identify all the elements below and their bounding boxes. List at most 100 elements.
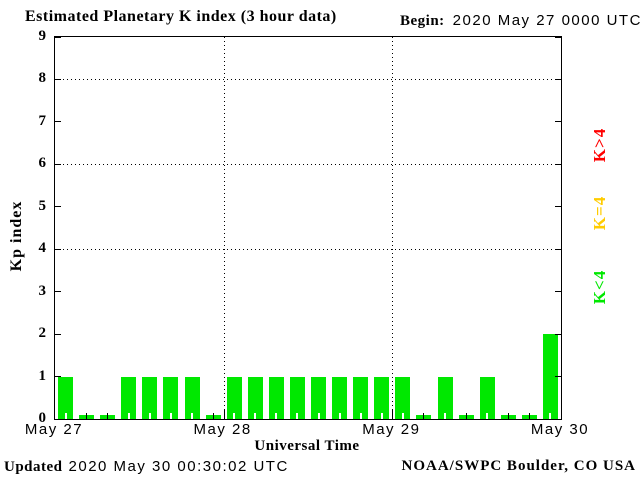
bar-tick-notch: [317, 413, 320, 419]
day-label-may-27: May 27: [24, 421, 84, 438]
y-tick-4-right: [555, 248, 561, 250]
y-axis-title: Kp index: [8, 200, 25, 272]
x-tick-minor-17: [423, 413, 425, 419]
bar-tick-notch: [359, 413, 362, 419]
bar-tick-notch: [169, 413, 172, 419]
kp-bar-8: [226, 377, 242, 419]
y-tick-9-left: [55, 36, 61, 38]
x-tick-major-may-28: [224, 410, 225, 419]
y-tick-1-right: [555, 376, 561, 378]
y-tick-5-left: [55, 206, 61, 208]
kp-bar-14: [353, 377, 369, 419]
y-tick-5-right: [555, 206, 561, 208]
kp-bar-10: [268, 377, 284, 419]
kp-bar-13: [332, 377, 348, 419]
x-tick-minor-19: [465, 413, 467, 419]
chart-title: Estimated Planetary K index (3 hour data…: [25, 8, 337, 25]
updated-value: 2020 May 30 00:30:02 UTC: [68, 458, 289, 475]
bar-tick-notch: [401, 413, 404, 419]
y-tick-6-left: [55, 163, 61, 165]
y-tick-3-left: [55, 291, 61, 293]
bar-tick-notch: [127, 413, 130, 419]
kp-bar-23: [542, 334, 558, 419]
begin-value: 2020 May 27 0000 UTC: [452, 12, 640, 29]
y-tick-8-right: [555, 78, 561, 80]
y-tick-8-left: [55, 78, 61, 80]
kp-bar-3: [121, 377, 137, 419]
gridline-day-1: [224, 37, 225, 419]
x-axis-title: Universal Time: [254, 438, 360, 454]
y-tick-label-7: 7: [38, 112, 47, 129]
y-tick-label-0: 0: [38, 410, 47, 426]
kp-bar-16: [395, 377, 411, 419]
bar-tick-notch: [275, 413, 278, 419]
x-tick-minor-22: [528, 413, 530, 419]
plot-area: [54, 36, 562, 420]
bar-tick-notch: [64, 413, 67, 419]
kp-bar-6: [184, 377, 200, 419]
legend-label-k-gt-4: K>4: [590, 127, 609, 163]
legend-label-k-lt-4: K<4: [590, 269, 609, 305]
kp-bar-9: [247, 377, 263, 419]
begin-line: Begin: 2020 May 27 0000 UTC: [400, 12, 640, 30]
begin-label: Begin:: [400, 13, 445, 29]
bar-tick-notch: [380, 413, 383, 419]
bar-tick-notch: [549, 413, 552, 419]
day-label-may-28: May 28: [193, 421, 252, 438]
bar-tick-notch: [444, 413, 447, 419]
y-tick-4-left: [55, 248, 61, 250]
y-tick-0-left: [55, 418, 61, 420]
gridline-day-2: [392, 37, 393, 419]
y-tick-label-8: 8: [38, 70, 47, 87]
day-label-may-30: May 30: [530, 421, 590, 438]
kp-bar-5: [163, 377, 179, 419]
x-tick-minor-7: [212, 413, 214, 419]
x-tick-major-may-29: [392, 410, 393, 419]
legend-item-k-lt-4: K<4: [570, 257, 630, 317]
y-tick-label-3: 3: [38, 282, 47, 299]
y-tick-6-right: [555, 163, 561, 165]
bar-tick-notch: [338, 413, 341, 419]
gridline-y-6: [55, 164, 561, 166]
gridline-y-8: [55, 79, 561, 81]
source-credit: NOAA/SWPC Boulder, CO USA: [401, 458, 636, 474]
kp-bar-15: [374, 377, 390, 419]
y-tick-7-right: [555, 121, 561, 123]
kp-bar-0: [58, 377, 74, 419]
y-tick-2-right: [555, 333, 561, 335]
updated-line: Updated 2020 May 30 00:30:02 UTC: [4, 458, 289, 476]
y-tick-2-left: [55, 333, 61, 335]
y-tick-label-2: 2: [38, 325, 47, 342]
y-tick-7-left: [55, 121, 61, 123]
y-tick-label-9: 9: [38, 28, 47, 44]
bar-tick-notch: [254, 413, 257, 419]
y-tick-label-4: 4: [38, 240, 47, 257]
y-tick-3-right: [555, 291, 561, 293]
y-tick-1-left: [55, 376, 61, 378]
y-tick-label-6: 6: [38, 155, 47, 172]
y-tick-9-right: [555, 36, 561, 38]
bar-tick-notch: [191, 413, 194, 419]
kp-bar-18: [437, 377, 453, 419]
bar-tick-notch: [233, 413, 236, 419]
bar-tick-notch: [296, 413, 299, 419]
day-label-may-29: May 29: [362, 421, 421, 438]
legend-item-k-eq-4: K=4: [570, 183, 630, 243]
kp-bar-4: [142, 377, 158, 419]
bar-tick-notch: [486, 413, 489, 419]
gridline-y-4: [55, 249, 561, 251]
y-tick-0-right: [555, 418, 561, 420]
x-tick-minor-1: [86, 413, 88, 419]
bar-tick-notch: [148, 413, 151, 419]
y-tick-label-5: 5: [38, 197, 47, 214]
legend-item-k-gt-4: K>4: [570, 115, 630, 175]
kp-bar-11: [289, 377, 305, 419]
kp-bar-12: [311, 377, 327, 419]
updated-label: Updated: [4, 459, 63, 475]
x-tick-minor-21: [507, 413, 509, 419]
legend-label-k-eq-4: K=4: [590, 195, 609, 231]
x-tick-minor-2: [107, 413, 109, 419]
kp-bar-20: [479, 377, 495, 419]
y-tick-label-1: 1: [38, 367, 47, 384]
